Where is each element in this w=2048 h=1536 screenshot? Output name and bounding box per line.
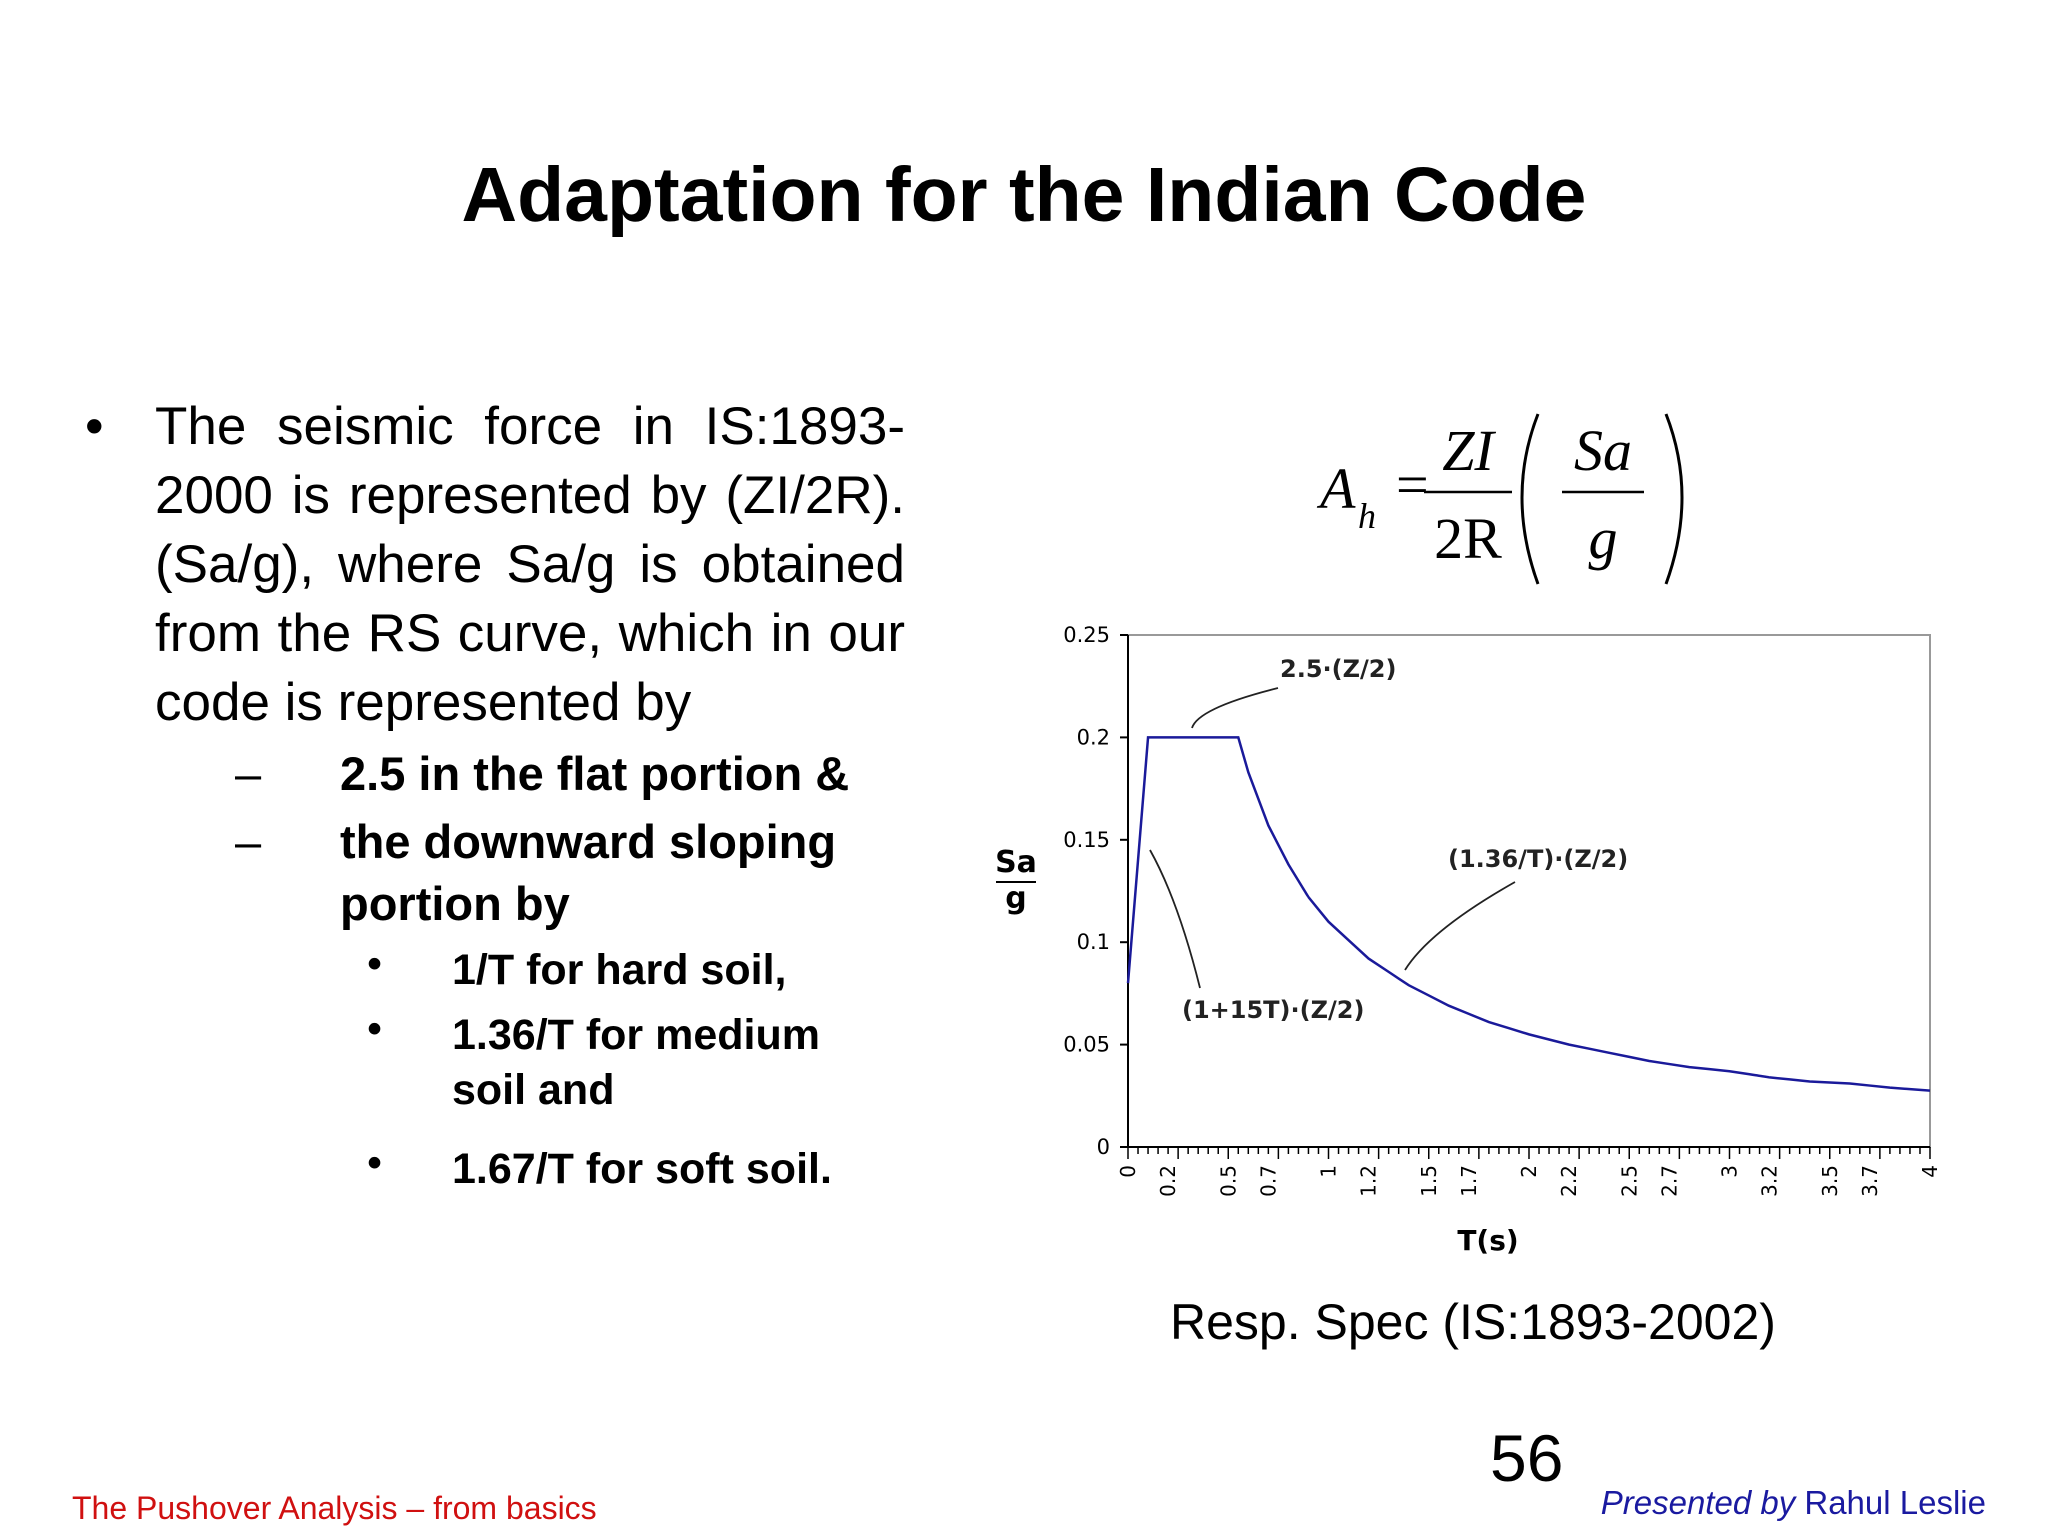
sub-bullet-sloping: – the downward sloping portion by (85, 811, 905, 935)
x-tick-label: 1.2 (1357, 1165, 1381, 1197)
presenter-name: Rahul Leslie (1804, 1484, 1986, 1521)
x-tick-label: 4 (1918, 1165, 1942, 1178)
y-axis-label-top: Sa (995, 845, 1037, 880)
formula-den1: 2R (1434, 506, 1502, 571)
y-tick-label: 0.25 (1063, 623, 1110, 647)
soil-item-text: 1/T for hard soil, (452, 946, 787, 994)
slide-title: Adaptation for the Indian Code (461, 152, 1587, 238)
plot-area (1127, 634, 1931, 1148)
formula-den2: g (1589, 506, 1618, 571)
x-tick-label: 3.7 (1858, 1165, 1882, 1197)
annotation-leader (1404, 881, 1516, 971)
left-paren (1520, 413, 1540, 585)
response-spectrum-chart: 0 0.05 0.1 0.15 0.2 0.25 0 0.2 0.5 0.7 1 1.2 1.5 1.7… (995, 623, 1942, 1257)
bullet-dot: • (367, 1139, 383, 1187)
x-axis-ticks: 0 0.2 0.5 0.7 1 1.2 1.5 1.7 2 2.2 2.5 2.7 3 3.2 3.5 3.7… (1116, 1147, 1942, 1197)
curve-annotation: (1+15T)·(Z/2) (1182, 996, 1364, 1024)
footer-title: The Pushover Analysis – from basics (72, 1490, 597, 1526)
chart-caption: Resp. Spec (IS:1893-2002) (1170, 1294, 1776, 1350)
bullet-dot: • (85, 397, 104, 456)
annotation-leader (1149, 849, 1201, 989)
soil-item-text: 1.67/T for soft soil. (452, 1145, 832, 1193)
annotation-leader (1191, 687, 1279, 729)
x-tick-label: 2.5 (1617, 1165, 1641, 1197)
dash-marker: – (235, 815, 262, 868)
y-tick-label: 0.2 (1077, 725, 1110, 749)
x-axis-label: T(s) (1457, 1224, 1518, 1257)
presented-by-label: Presented by (1600, 1484, 1796, 1521)
seismic-formula: A h = ZI 2R Sa g (1316, 413, 1684, 585)
x-tick-label: 0 (1116, 1165, 1140, 1178)
soil-item-text: 1.36/T for medium soil and (452, 1011, 820, 1114)
formula-lhs-sub: h (1358, 496, 1376, 536)
x-tick-label: 3.2 (1758, 1165, 1782, 1197)
x-tick-label: 1.5 (1417, 1165, 1441, 1197)
formula-lhs: A (1316, 456, 1356, 521)
x-tick-label: 1 (1317, 1165, 1341, 1178)
x-tick-label: 2 (1517, 1165, 1541, 1178)
x-tick-label: 3 (1718, 1165, 1742, 1178)
page-number: 56 (1490, 1421, 1564, 1495)
main-bullet-text: The seismic force in IS:1893-2000 is rep… (155, 397, 905, 732)
formula-num1: ZI (1442, 418, 1496, 483)
bullet-list: • The seismic force in IS:1893-2000 is r… (85, 392, 905, 1197)
curve-annotation: 2.5·(Z/2) (1280, 655, 1396, 683)
soil-item-soft: • 1.67/T for soft soil. (85, 1139, 905, 1197)
y-tick-label: 0.05 (1063, 1033, 1110, 1057)
x-tick-label: 0.5 (1216, 1165, 1240, 1197)
y-axis-ticks: 0 0.05 0.1 0.15 0.2 0.25 (1063, 623, 1128, 1159)
spectrum-curve (1126, 736, 1931, 1092)
formula-num2: Sa (1574, 418, 1632, 483)
x-tick-label: 2.2 (1557, 1165, 1581, 1197)
y-tick-label: 0.15 (1063, 828, 1110, 852)
bullet-dot: • (367, 1005, 383, 1053)
footer-presenter: Presented by Rahul Leslie (1601, 1484, 1986, 1522)
y-axis-label-bottom: g (1005, 881, 1026, 916)
equals-sign: = (1396, 452, 1429, 517)
y-tick-label: 0.1 (1077, 930, 1110, 954)
chart-frame (1127, 634, 1931, 1148)
main-bullet: • The seismic force in IS:1893-2000 is r… (85, 392, 905, 737)
chart-annotations: 2.5·(Z/2) (1.36/T)·(Z/2) (1+15T)·(Z/2) (1149, 655, 1628, 1024)
dash-marker: – (235, 747, 262, 800)
right-paren (1664, 413, 1684, 585)
x-tick-label: 3.5 (1818, 1165, 1842, 1197)
bullet-dot: • (367, 940, 383, 988)
sub-bullet-sloping-text: the downward sloping portion by (340, 815, 837, 930)
sub-bullet-flat: – 2.5 in the flat portion & (85, 743, 905, 805)
x-tick-label: 0.7 (1256, 1165, 1280, 1197)
x-tick-label: 0.2 (1156, 1165, 1180, 1197)
sub-bullet-flat-text: 2.5 in the flat portion & (340, 747, 850, 800)
soil-item-hard: • 1/T for hard soil, (85, 940, 905, 998)
x-tick-label: 2.7 (1657, 1165, 1681, 1197)
y-tick-label: 0 (1097, 1135, 1110, 1159)
spectrum-series (1126, 736, 1931, 1092)
x-tick-label: 1.7 (1457, 1165, 1481, 1197)
soil-item-medium: • 1.36/T for medium soil and (85, 1005, 905, 1118)
curve-annotation: (1.36/T)·(Z/2) (1448, 845, 1628, 873)
